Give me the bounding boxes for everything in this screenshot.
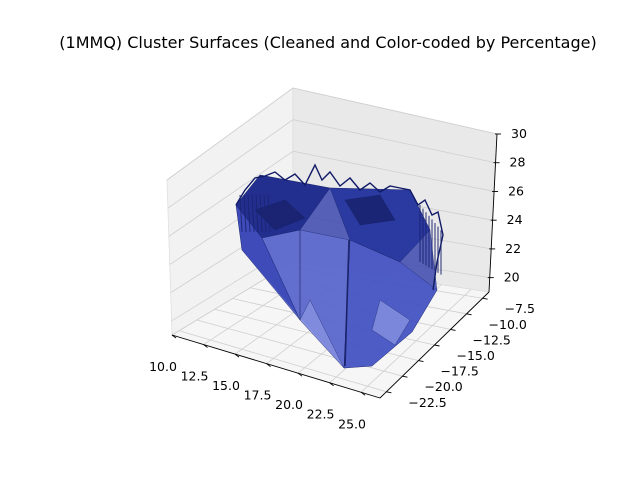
z-gridline	[292, 87, 498, 135]
y-tick-label: −7.5	[505, 301, 535, 316]
x-tick	[171, 334, 177, 339]
surface-spike	[259, 194, 263, 233]
x-tick	[329, 382, 334, 387]
surface-ridge	[344, 239, 350, 367]
y-gridline	[196, 319, 403, 377]
cluster-surface	[235, 163, 444, 369]
x-tick-label: 22.5	[307, 407, 335, 422]
surface-facet	[299, 299, 345, 369]
z-axis-line	[488, 133, 498, 293]
y-tick	[418, 360, 424, 363]
z-tick-label: 30	[511, 126, 527, 141]
z-gridline	[166, 87, 294, 181]
surface-spike	[251, 194, 255, 233]
y-tick-label: −20.0	[424, 379, 462, 394]
x-axis-line	[171, 334, 381, 399]
surface-spike	[255, 194, 259, 233]
z-gridline	[292, 119, 496, 164]
y-tick-label: −12.5	[473, 332, 511, 347]
surface-spike	[267, 194, 271, 233]
surface-facet	[254, 199, 306, 231]
chart-title: (1MMQ) Cluster Surfaces (Cleaned and Col…	[59, 33, 597, 52]
x-tick-label: 17.5	[244, 388, 272, 403]
x-tick-label: 12.5	[181, 369, 209, 384]
z-tick-label: 24	[507, 212, 523, 227]
y-tick	[434, 344, 440, 347]
surface-spike	[243, 194, 247, 233]
surface-spike	[263, 194, 267, 233]
y-tick-label: −17.5	[440, 364, 478, 379]
z-gridline	[292, 150, 495, 192]
y-tick	[466, 313, 472, 316]
x-tick	[266, 363, 271, 367]
z-tick-label: 28	[510, 155, 526, 170]
y-tick	[482, 297, 488, 300]
y-tick	[386, 391, 392, 394]
x-tick-label: 25.0	[338, 416, 366, 431]
x-tick-label: 20.0	[275, 397, 303, 412]
y-tick	[402, 375, 408, 378]
surface-facet	[344, 194, 396, 226]
x-tick	[297, 372, 303, 377]
x-tick	[360, 391, 366, 396]
x-tick	[234, 353, 240, 358]
y-tick-label: −22.5	[408, 395, 446, 410]
z-tick-label: 20	[504, 270, 520, 285]
tick-labels: 10.0 12.515.0 17.520.0 22.525.0 −7.5−10.0−12…	[149, 126, 535, 431]
surface-spike	[247, 194, 251, 233]
y-gridline	[179, 330, 387, 393]
surface-rim	[235, 163, 444, 291]
z-gridline	[167, 119, 294, 209]
y-tick-label: −10.0	[489, 317, 527, 332]
y-tick-label: −15.0	[457, 348, 495, 363]
surface-facet	[371, 299, 411, 346]
surface-spike	[239, 194, 243, 233]
x-tick	[203, 344, 208, 348]
z-gridline	[168, 150, 294, 237]
x-tick-label: 15.0	[212, 378, 240, 393]
tick-marks	[171, 133, 501, 396]
y-tick	[450, 328, 456, 331]
x-tick-label: 10.0	[149, 359, 177, 374]
z-tick-label: 26	[508, 183, 524, 198]
z-tick-label: 22	[505, 241, 521, 256]
